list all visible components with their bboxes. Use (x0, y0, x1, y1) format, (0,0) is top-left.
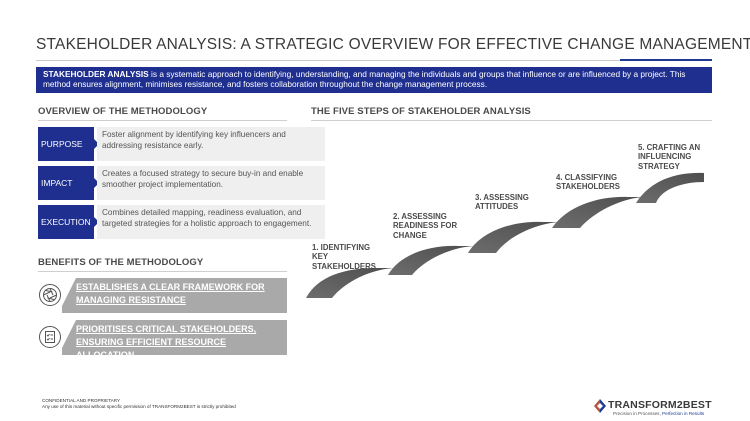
page-title: STAKEHOLDER ANALYSIS: A STRATEGIC OVERVI… (36, 36, 750, 53)
intro-banner: STAKEHOLDER ANALYSIS is a systematic app… (36, 67, 712, 93)
intro-text: is a systematic approach to identifying,… (43, 69, 686, 89)
step-label-4: 4. CLASSIFYING STAKEHOLDERS (556, 173, 620, 192)
overview-heading: OVERVIEW OF THE METHODOLOGY (38, 106, 208, 117)
benefit-bar (62, 320, 287, 355)
footer-line-2: Any use of this material without specifi… (42, 404, 236, 409)
title-divider-accent (620, 59, 712, 61)
intro-bold-term: STAKEHOLDER ANALYSIS (43, 69, 149, 79)
overview-text: Combines detailed mapping, readiness eva… (97, 205, 325, 239)
benefit-item: ESTABLISHES A CLEAR FRAMEWORK FOR MANAGI… (38, 278, 287, 313)
logo-tagline: Precision in Processes, Perfection in Re… (613, 411, 705, 416)
overview-label: EXECUTION (38, 205, 99, 239)
benefit-text[interactable]: PRIORITISES CRITICAL STAKEHOLDERS, ENSUR… (76, 324, 257, 360)
benefits-rule (38, 271, 287, 272)
logo-name: TRANSFORM2BEST (608, 399, 712, 411)
benefit-bar (62, 278, 287, 313)
steps-staircase (306, 172, 704, 298)
overview-text: Foster alignment by identifying key infl… (97, 127, 325, 161)
company-logo: TRANSFORM2BEST Precision in Processes, P… (594, 399, 714, 419)
step-label-2: 2. ASSESSING READINESS FOR CHANGE (393, 212, 458, 240)
overview-rule (38, 120, 287, 121)
step-ramp-4 (552, 196, 646, 228)
step-ramp-2 (388, 245, 476, 275)
overview-text: Creates a focused strategy to secure buy… (97, 166, 325, 200)
step-ramp-5 (636, 172, 704, 203)
benefit-text[interactable]: ESTABLISHES A CLEAR FRAMEWORK FOR MANAGI… (76, 282, 265, 305)
overview-label: PURPOSE (38, 127, 99, 161)
checklist-icon (39, 326, 61, 348)
aperture-icon (39, 284, 61, 306)
logo-mark-icon (594, 399, 606, 413)
step-label-3: 3. ASSESSING ATTITUDES (475, 193, 529, 212)
footer-line-1: CONFIDENTIAL AND PROPRIETARY (42, 398, 121, 403)
steps-rule (311, 120, 712, 121)
step-ramp-1 (306, 268, 396, 298)
benefits-heading: BENEFITS OF THE METHODOLOGY (38, 257, 204, 268)
benefit-item: PRIORITISES CRITICAL STAKEHOLDERS, ENSUR… (38, 320, 287, 360)
step-label-5: 5. CRAFTING AN INFLUENCING STRATEGY (638, 143, 701, 171)
title-divider (36, 60, 712, 61)
overview-label: IMPACT (38, 166, 99, 200)
steps-heading: THE FIVE STEPS OF STAKEHOLDER ANALYSIS (311, 106, 531, 117)
footer-confidential: CONFIDENTIAL AND PROPRIETARY Any use of … (42, 398, 236, 410)
step-label-1: 1. IDENTIFYING KEY STAKEHOLDERS (312, 243, 376, 271)
step-ramp-3 (468, 221, 562, 253)
